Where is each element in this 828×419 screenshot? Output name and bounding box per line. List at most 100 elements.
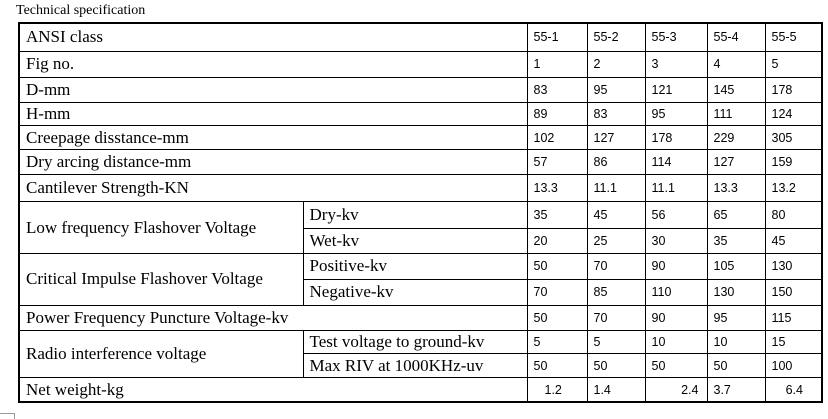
row-label: D-mm bbox=[18, 76, 528, 103]
cell-value: 13.2 bbox=[764, 174, 823, 203]
cell-value: 95 bbox=[644, 101, 708, 127]
cell-value: 11.1 bbox=[644, 174, 708, 203]
cell-value: 83 bbox=[586, 101, 646, 127]
cell-value: 1.2 bbox=[526, 377, 588, 403]
row-sublabel: Max RIV at 1000KHz-uv bbox=[302, 353, 528, 379]
cell-value: 89 bbox=[526, 101, 588, 127]
cell-value: 70 bbox=[586, 304, 646, 332]
cell-value: 121 bbox=[644, 76, 708, 103]
cell-value: 57 bbox=[526, 149, 588, 176]
cell-value: 30 bbox=[644, 227, 708, 254]
cell-value: 50 bbox=[644, 353, 708, 379]
cell-value: 3.7 bbox=[706, 377, 766, 403]
cell-value: 10 bbox=[644, 330, 708, 355]
row-sublabel: Test voltage to ground-kv bbox=[302, 330, 528, 355]
table-row-h-mm: H-mm 89 83 95 111 124 bbox=[18, 101, 823, 127]
cell-value: 55-4 bbox=[706, 22, 766, 52]
table-body: ANSI class 55-1 55-2 55-3 55-4 55-5 Fig … bbox=[18, 22, 823, 403]
table-row-impulse-positive: Critical Impulse Flashover Voltage Posit… bbox=[18, 252, 823, 306]
cell-value: 10 bbox=[706, 330, 766, 355]
cell-value: 45 bbox=[764, 227, 823, 254]
cell-value: 45 bbox=[586, 201, 646, 229]
row-label: Cantilever Strength-KN bbox=[18, 174, 528, 203]
cell-value: 5 bbox=[764, 50, 823, 78]
cell-value: 55-5 bbox=[764, 22, 823, 52]
table-row-fig-no: Fig no. 1 2 3 4 5 bbox=[18, 50, 823, 78]
cell-value: 55-3 bbox=[644, 22, 708, 52]
cell-value: 127 bbox=[586, 124, 646, 151]
cell-value: 13.3 bbox=[526, 174, 588, 203]
cell-value: 5 bbox=[526, 330, 588, 355]
cell-value: 127 bbox=[706, 149, 766, 176]
cell-value: 124 bbox=[764, 101, 823, 127]
cell-value: 55-2 bbox=[586, 22, 646, 52]
cell-value: 85 bbox=[586, 278, 646, 306]
cell-value: 50 bbox=[706, 353, 766, 379]
table-row-low-freq-wet: Wet-kv 20 25 30 35 45 bbox=[19, 227, 823, 254]
table-row-radio-test-voltage: Radio interference voltage Test voltage … bbox=[18, 330, 823, 379]
table-row-impulse-negative: Negative-kv 70 85 110 130 150 bbox=[19, 278, 823, 306]
cell-value: 70 bbox=[586, 252, 646, 280]
cell-value: 80 bbox=[764, 201, 823, 229]
cell-value: 111 bbox=[706, 101, 766, 127]
cell-value: 2.4 bbox=[644, 377, 708, 403]
row-sublabel: Positive-kv bbox=[302, 252, 528, 280]
cell-value: 114 bbox=[644, 149, 708, 176]
cell-value: 130 bbox=[764, 252, 823, 280]
cell-value: 50 bbox=[526, 353, 588, 379]
cell-value: 178 bbox=[644, 124, 708, 151]
cell-value: 15 bbox=[764, 330, 823, 355]
table-row-puncture: Power Frequency Puncture Voltage-kv 50 7… bbox=[18, 304, 823, 332]
row-group-label: Low frequency Flashover Voltage bbox=[18, 201, 304, 254]
cell-value: 130 bbox=[706, 278, 766, 306]
cell-value: 65 bbox=[706, 201, 766, 229]
table-row-net-weight: Net weight-kg 1.2 1.4 2.4 3.7 6.4 bbox=[18, 377, 823, 403]
cell-value: 305 bbox=[764, 124, 823, 151]
table-caption: Technical specification bbox=[16, 3, 146, 18]
cell-value: 90 bbox=[644, 252, 708, 280]
cell-value: 50 bbox=[586, 353, 646, 379]
table-row-creepage: Creepage disstance-mm 102 127 178 229 30… bbox=[18, 124, 823, 151]
row-label: Creepage disstance-mm bbox=[18, 124, 528, 151]
cell-value: 1.4 bbox=[586, 377, 646, 403]
row-label: H-mm bbox=[18, 101, 528, 127]
cell-value: 102 bbox=[526, 124, 588, 151]
table-row-dry-arcing: Dry arcing distance-mm 57 86 114 127 159 bbox=[18, 149, 823, 176]
cell-value: 55-1 bbox=[526, 22, 588, 52]
cell-value: 70 bbox=[526, 278, 588, 306]
cell-value: 95 bbox=[706, 304, 766, 332]
cell-value: 95 bbox=[586, 76, 646, 103]
cell-value: 4 bbox=[706, 50, 766, 78]
cell-value: 83 bbox=[526, 76, 588, 103]
cell-value: 20 bbox=[526, 227, 588, 254]
cell-value: 35 bbox=[526, 201, 588, 229]
page-corner-mark bbox=[0, 413, 15, 419]
table-row-low-freq-dry: Low frequency Flashover Voltage Dry-kv 3… bbox=[18, 201, 823, 254]
cell-value: 100 bbox=[764, 353, 823, 379]
row-group-label: Critical Impulse Flashover Voltage bbox=[18, 252, 304, 306]
table-row-d-mm: D-mm 83 95 121 145 178 bbox=[18, 76, 823, 103]
row-sublabel: Negative-kv bbox=[302, 278, 528, 306]
cell-value: 115 bbox=[764, 304, 823, 332]
row-label: Power Frequency Puncture Voltage-kv bbox=[18, 304, 528, 332]
cell-value: 105 bbox=[706, 252, 766, 280]
cell-value: 2 bbox=[586, 50, 646, 78]
row-group-label: Radio interference voltage bbox=[18, 330, 304, 379]
cell-value: 90 bbox=[644, 304, 708, 332]
cell-value: 50 bbox=[526, 304, 588, 332]
cell-value: 145 bbox=[706, 76, 766, 103]
cell-value: 3 bbox=[644, 50, 708, 78]
cell-value: 56 bbox=[644, 201, 708, 229]
row-sublabel: Dry-kv bbox=[302, 201, 528, 229]
cell-value: 13.3 bbox=[706, 174, 766, 203]
cell-value: 5 bbox=[586, 330, 646, 355]
row-sublabel: Wet-kv bbox=[302, 227, 528, 254]
cell-value: 25 bbox=[586, 227, 646, 254]
technical-specification-table: ANSI class 55-1 55-2 55-3 55-4 55-5 Fig … bbox=[18, 22, 823, 403]
row-label: Fig no. bbox=[18, 50, 528, 78]
cell-value: 6.4 bbox=[764, 377, 823, 403]
row-label: ANSI class bbox=[18, 22, 528, 52]
row-label: Net weight-kg bbox=[18, 377, 528, 403]
cell-value: 229 bbox=[706, 124, 766, 151]
cell-value: 110 bbox=[644, 278, 708, 306]
